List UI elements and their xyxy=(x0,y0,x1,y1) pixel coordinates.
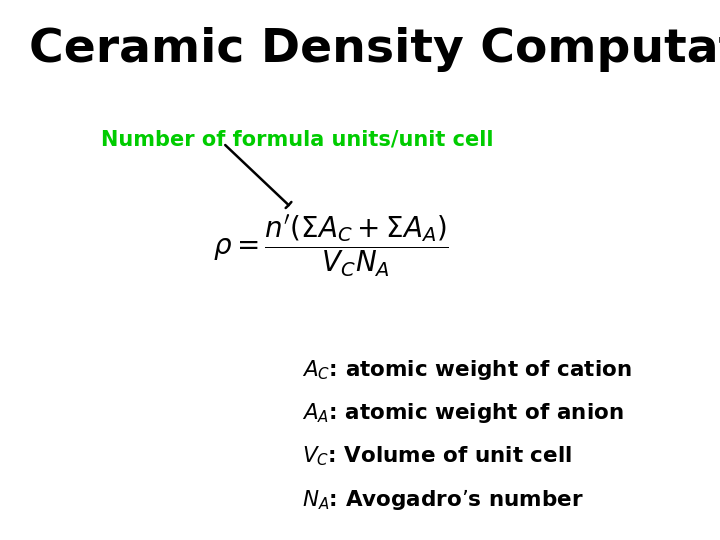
Text: $V_C$: Volume of unit cell: $V_C$: Volume of unit cell xyxy=(302,444,572,468)
Text: $A_C$: atomic weight of cation: $A_C$: atomic weight of cation xyxy=(302,358,632,382)
Text: $A_A$: atomic weight of anion: $A_A$: atomic weight of anion xyxy=(302,401,624,425)
Text: $N_A$: Avogadro’s number: $N_A$: Avogadro’s number xyxy=(302,487,584,512)
Text: Ceramic Density Computation: Ceramic Density Computation xyxy=(29,27,720,72)
Text: Number of formula units/unit cell: Number of formula units/unit cell xyxy=(101,130,493,150)
Text: $\rho = \dfrac{n'(\Sigma A_C + \Sigma A_A)}{V_C N_A}$: $\rho = \dfrac{n'(\Sigma A_C + \Sigma A_… xyxy=(213,213,449,279)
